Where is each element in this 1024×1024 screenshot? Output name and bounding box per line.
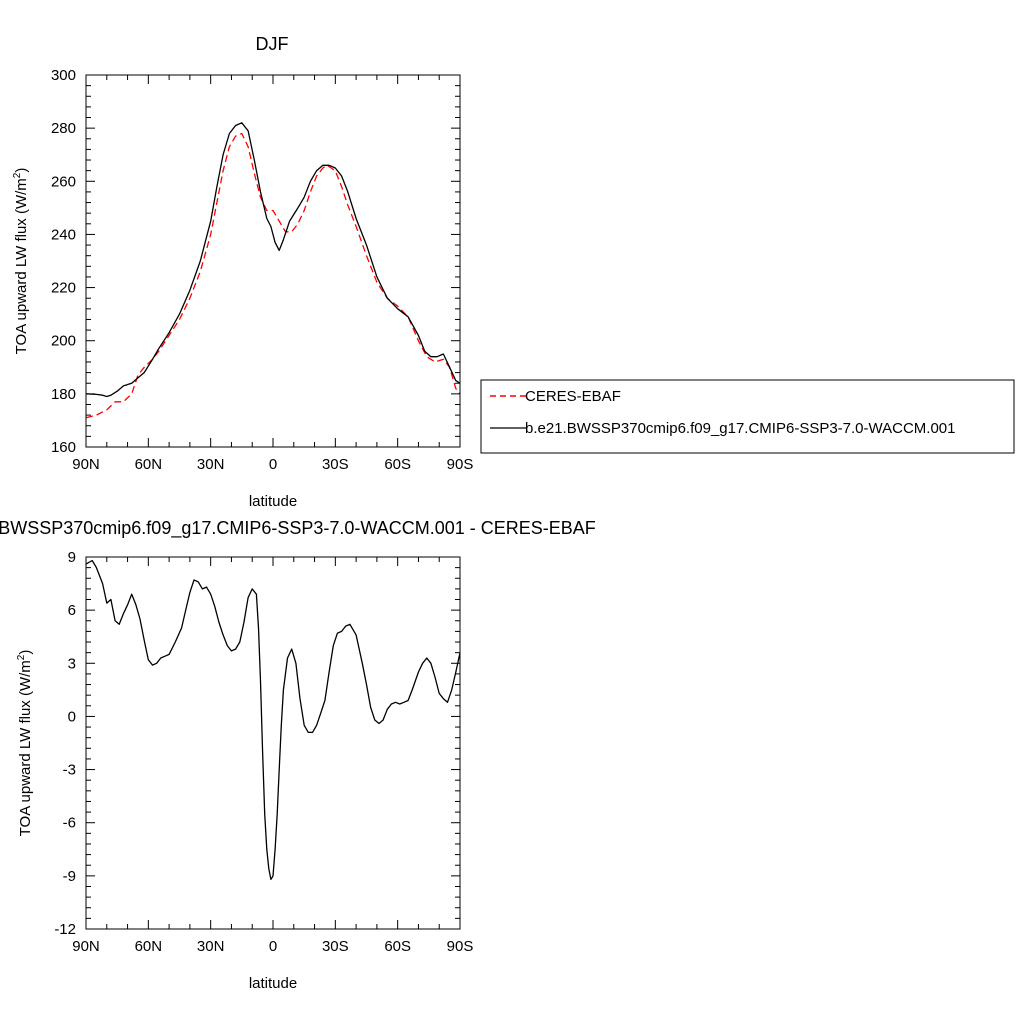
top-y-tick-label: 200	[51, 333, 76, 350]
bottom-y-tick-label: -9	[63, 868, 76, 885]
bottom-series-group	[85, 559, 461, 881]
bottom-chart-title: b.e21.BWSSP370cmip6.f09_g17.CMIP6-SSP3-7…	[0, 518, 596, 539]
legend-label-model: b.e21.BWSSP370cmip6.f09_g17.CMIP6-SSP3-7…	[525, 420, 955, 437]
top-y-tick-label: 260	[51, 173, 76, 190]
bottom-x-tick-label: 30N	[197, 938, 225, 955]
bottom-x-tick-label: 30S	[322, 938, 349, 955]
bottom-x-tick-label: 90S	[447, 938, 474, 955]
top-series-line-0	[85, 132, 461, 419]
top-plot-frame	[85, 74, 461, 448]
bottom-x-tick-label: 60S	[384, 938, 411, 955]
top-x-axis-title: latitude	[249, 493, 297, 510]
legend-box	[480, 379, 1015, 454]
bottom-x-axis-title: latitude	[249, 975, 297, 992]
bottom-y-tick-label: -6	[63, 815, 76, 832]
bottom-series-line-0	[85, 559, 461, 881]
bottom-y-axis-title: TOA upward LW flux (W/m2)	[16, 650, 34, 837]
top-x-tick-label: 60S	[384, 456, 411, 473]
bottom-y-tick-label: 3	[68, 655, 76, 672]
top-series-group	[85, 122, 461, 419]
top-y-tick-label: 160	[51, 439, 76, 456]
top-y-tick-label: 220	[51, 280, 76, 297]
top-series-line-1	[85, 122, 461, 398]
top-x-tick-label: 30S	[322, 456, 349, 473]
top-panel: DJF 90N 60N 30N 0 30S 60S 90S 160 180 200 220 240 26…	[12, 34, 1015, 510]
top-y-tick-label: 300	[51, 67, 76, 84]
top-x-tick-label: 60N	[135, 456, 163, 473]
bottom-y-tick-label: 0	[68, 708, 76, 725]
top-axes-group: 90N 60N 30N 0 30S 60S 90S 160 180 200 220 240 260 280…	[51, 67, 473, 473]
legend-label-ceres: CERES-EBAF	[525, 388, 621, 405]
bottom-x-tick-label: 90N	[72, 938, 100, 955]
top-x-tick-label: 30N	[197, 456, 225, 473]
bottom-y-tick-label: -3	[63, 762, 76, 779]
top-y-tick-label: 180	[51, 386, 76, 403]
legend: CERES-EBAF b.e21.BWSSP370cmip6.f09_g17.C…	[480, 379, 1015, 454]
top-y-axis-title: TOA upward LW flux (W/m2)	[12, 168, 30, 355]
bottom-x-tick-label: 0	[269, 938, 277, 955]
bottom-y-tick-label: 9	[68, 549, 76, 566]
top-y-tick-label: 240	[51, 226, 76, 243]
bottom-y-tick-label: 6	[68, 602, 76, 619]
bottom-panel: b.e21.BWSSP370cmip6.f09_g17.CMIP6-SSP3-7…	[0, 518, 596, 992]
top-y-tick-label: 280	[51, 120, 76, 137]
top-chart-title: DJF	[256, 34, 289, 54]
top-x-tick-label: 0	[269, 456, 277, 473]
top-x-tick-label: 90N	[72, 456, 100, 473]
bottom-y-tick-label: -12	[54, 921, 76, 938]
top-x-tick-label: 90S	[447, 456, 474, 473]
bottom-x-tick-label: 60N	[135, 938, 163, 955]
bottom-axes-group: 90N 60N 30N 0 30S 60S 90S -12 -9 -6 -3 0 3 6 9	[54, 549, 473, 955]
